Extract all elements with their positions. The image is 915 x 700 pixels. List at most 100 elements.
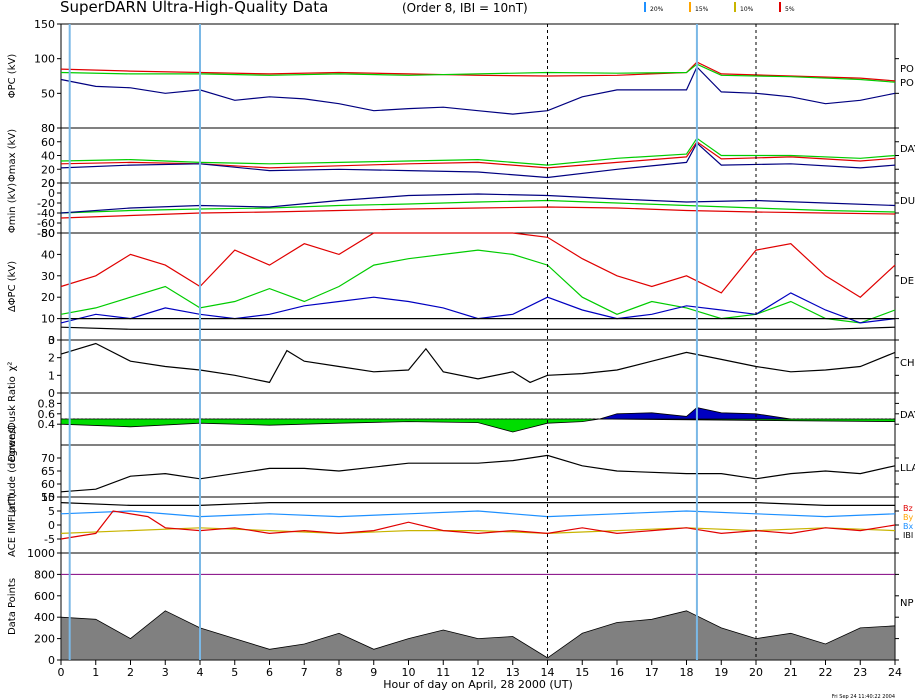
x-tick-label: 5: [231, 666, 238, 679]
y-tick-label: 800: [34, 568, 55, 581]
y-tick-label: 0: [48, 187, 55, 200]
y-axis-label: ACE IMF (nT): [7, 493, 18, 557]
y-axis-label: Φmin (kV): [7, 183, 18, 233]
x-tick-label: 6: [266, 666, 273, 679]
legend-label: 15%: [695, 6, 709, 13]
y-axis-label: Data Points: [7, 578, 18, 635]
x-tick-label: 20: [749, 666, 763, 679]
series-line-0: [60, 61, 896, 82]
series-line-0: [60, 502, 895, 506]
x-tick-label: 0: [58, 666, 65, 679]
y-tick-label: 0.8: [38, 397, 56, 410]
panel-3: 0 10 20 30 40 50 ΔΦPC (kV): [7, 227, 899, 347]
x-tick-label: 16: [610, 666, 624, 679]
y-tick-label: 65: [41, 465, 55, 478]
right-label: DE: [900, 276, 914, 287]
imf-key-label: IBI: [903, 531, 913, 540]
series-line-2: [60, 527, 896, 535]
right-label: DU: [900, 196, 915, 207]
x-tick-label: 4: [197, 666, 204, 679]
y-tick-label: 200: [34, 633, 55, 646]
panel-4: 0 1 2 3 χ²: [7, 334, 899, 400]
series-line-0: [60, 454, 896, 493]
y-tick-label: 0: [48, 122, 55, 135]
y-tick-label: 60: [41, 136, 55, 149]
y-tick-label: 0: [48, 519, 55, 532]
series-line-1: [60, 510, 896, 518]
y-tick-label: 0: [48, 654, 55, 667]
series-line-1: [60, 63, 896, 83]
y-tick-label: 10: [41, 491, 55, 504]
series-area-0: [60, 418, 896, 433]
x-tick-label: 18: [680, 666, 694, 679]
y-tick-label: -40: [37, 207, 55, 220]
vertical-markers: [68, 24, 757, 660]
x-tick-label: 14: [541, 666, 555, 679]
x-tick-label: 22: [819, 666, 833, 679]
y-tick-label: 40: [41, 248, 55, 261]
y-tick-label: 55: [41, 491, 55, 504]
legend-label: 20%: [650, 6, 664, 13]
y-tick-label: 2: [48, 352, 55, 365]
y-tick-label: 70: [41, 452, 55, 465]
x-tick-label: 12: [471, 666, 485, 679]
right-label: NP: [900, 598, 914, 609]
x-tick-label: 13: [506, 666, 520, 679]
y-tick-label: 0: [48, 334, 55, 347]
y-tick-label: 0.4: [38, 418, 56, 431]
series-line-2: [60, 193, 896, 214]
x-tick-label: 7: [301, 666, 308, 679]
panel-frame: [60, 232, 896, 341]
x-tick-label: 8: [336, 666, 343, 679]
x-axis: 0 1 2 3 4 5 6 7 8 9 10 11 12 13 14 15 16 17 18 19 20 21 22 23 24: [58, 660, 902, 679]
y-tick-label: -80: [37, 227, 55, 240]
y-tick-label: 0: [48, 177, 55, 190]
legend-label: 10%: [740, 6, 754, 13]
y-tick-label: 40: [41, 150, 55, 163]
y-tick-label: 20: [41, 163, 55, 176]
timestamp-label: Fri Sep 24 11:40:22 2004: [832, 694, 895, 700]
series-area-0: [60, 610, 896, 661]
imf-key-label: Bx: [903, 522, 913, 531]
y-tick-label: 0: [48, 387, 55, 400]
y-axis-label: ΔΦPC (kV): [7, 261, 18, 312]
imf-key-label: By: [903, 513, 913, 522]
y-tick-label: 20: [41, 291, 55, 304]
x-tick-label: 21: [784, 666, 798, 679]
legend: 20% 15% 10% 5%: [644, 2, 795, 13]
y-tick-label: -20: [37, 197, 55, 210]
panel-8: 0 200 400 600 800 1000 Data Points: [7, 547, 899, 667]
y-tick-label: 1: [48, 369, 55, 382]
right-label: PO: [900, 78, 914, 89]
series-line-0: [60, 232, 896, 298]
right-label: DAY: [900, 144, 915, 155]
x-tick-label: 9: [370, 666, 377, 679]
x-tick-label: 2: [127, 666, 134, 679]
series-line-2: [60, 142, 896, 179]
y-tick-label: 600: [34, 590, 55, 603]
y-tick-label: 50: [41, 227, 55, 240]
series-line-0: [60, 342, 896, 384]
series-line-1: [60, 137, 896, 166]
y-tick-label: 1000: [27, 547, 55, 560]
panel-0: 0 50 100 150 ΦPC (kV): [7, 18, 899, 135]
x-tick-label: 19: [714, 666, 728, 679]
y-tick-label: -5: [44, 533, 55, 546]
series-line-3: [60, 510, 896, 540]
x-axis-label: Hour of day on April, 28 2000 (UT): [383, 678, 573, 691]
y-axis-label: Down/Dusk Ratio: [7, 376, 18, 462]
right-label: CH: [900, 358, 915, 369]
x-tick-label: 23: [853, 666, 867, 679]
y-tick-label: 20: [41, 177, 55, 190]
series-line-0: [60, 140, 896, 169]
y-axis-label: ΦPC (kV): [7, 54, 18, 99]
y-tick-label: 5: [48, 505, 55, 518]
y-tick-label: 80: [41, 122, 55, 135]
x-tick-label: 10: [402, 666, 416, 679]
